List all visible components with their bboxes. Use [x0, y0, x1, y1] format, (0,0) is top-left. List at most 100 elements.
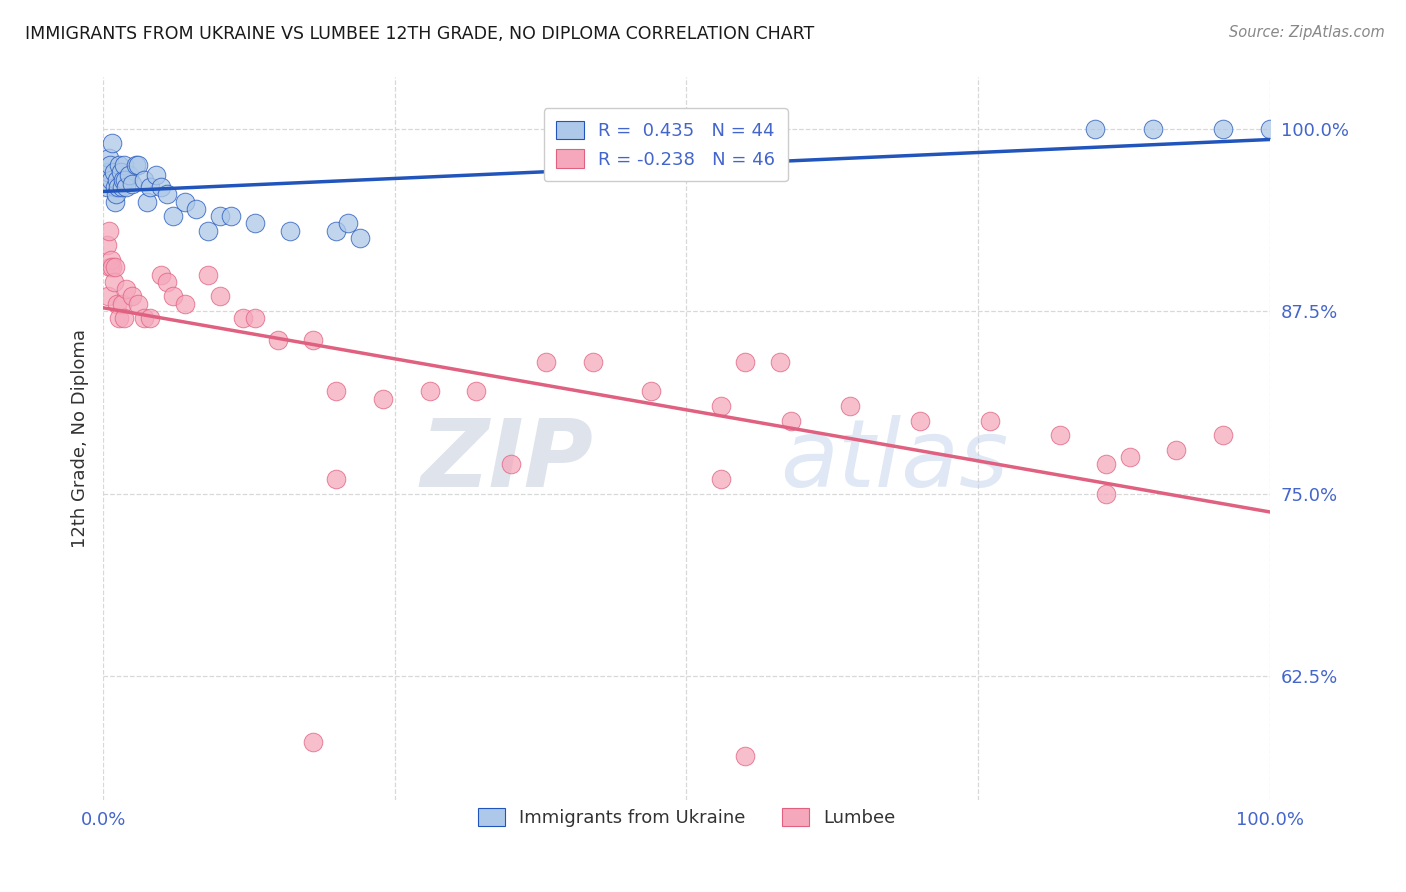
Point: [501, 458, 523, 472]
Point: [145, 168, 167, 182]
Point: [349, 231, 371, 245]
Point: [197, 268, 219, 282]
Point: [100, 172, 122, 186]
Point: [156, 187, 179, 202]
Point: [150, 180, 173, 194]
Legend: Immigrants from Ukraine, Lumbee: Immigrants from Ukraine, Lumbee: [470, 801, 903, 835]
Point: [302, 333, 325, 347]
Point: [769, 355, 792, 369]
Point: [302, 735, 325, 749]
Point: [112, 311, 135, 326]
Point: [104, 180, 127, 194]
Point: [101, 260, 124, 275]
Point: [97, 224, 120, 238]
Point: [221, 209, 243, 223]
Point: [111, 172, 134, 186]
Point: [132, 311, 155, 326]
Point: [105, 172, 128, 186]
Point: [114, 172, 136, 186]
Point: [127, 158, 149, 172]
Point: [780, 413, 803, 427]
Point: [908, 413, 931, 427]
Point: [162, 209, 184, 223]
Point: [325, 384, 347, 399]
Point: [838, 399, 860, 413]
Point: [118, 168, 141, 182]
Point: [125, 158, 148, 172]
Point: [108, 311, 131, 326]
Point: [173, 297, 195, 311]
Point: [121, 177, 143, 191]
Point: [371, 392, 394, 406]
Point: [100, 252, 122, 267]
Point: [108, 158, 131, 172]
Point: [710, 472, 733, 486]
Point: [640, 384, 662, 399]
Point: [325, 472, 347, 486]
Point: [208, 289, 231, 303]
Point: [1118, 450, 1140, 464]
Point: [1084, 121, 1107, 136]
Point: [101, 136, 124, 150]
Point: [132, 172, 155, 186]
Point: [103, 165, 125, 179]
Point: [337, 217, 360, 231]
Point: [96, 180, 118, 194]
Point: [1095, 458, 1118, 472]
Point: [115, 282, 138, 296]
Text: Source: ZipAtlas.com: Source: ZipAtlas.com: [1229, 25, 1385, 40]
Point: [582, 355, 605, 369]
Point: [107, 180, 129, 194]
Point: [243, 217, 266, 231]
Point: [121, 289, 143, 303]
Text: IMMIGRANTS FROM UKRAINE VS LUMBEE 12TH GRADE, NO DIPLOMA CORRELATION CHART: IMMIGRANTS FROM UKRAINE VS LUMBEE 12TH G…: [25, 25, 814, 43]
Point: [110, 165, 132, 179]
Text: atlas: atlas: [780, 415, 1008, 506]
Point: [1212, 428, 1234, 442]
Point: [1258, 121, 1281, 136]
Point: [104, 260, 127, 275]
Point: [156, 275, 179, 289]
Point: [734, 355, 756, 369]
Point: [1142, 121, 1164, 136]
Point: [105, 297, 128, 311]
Point: [1166, 442, 1188, 457]
Point: [98, 260, 121, 275]
Point: [267, 333, 290, 347]
Point: [150, 268, 173, 282]
Point: [710, 399, 733, 413]
Point: [1212, 121, 1234, 136]
Text: ZIP: ZIP: [420, 415, 593, 507]
Point: [139, 180, 162, 194]
Y-axis label: 12th Grade, No Diploma: 12th Grade, No Diploma: [72, 329, 89, 549]
Point: [112, 158, 135, 172]
Point: [536, 355, 558, 369]
Point: [979, 413, 1001, 427]
Point: [96, 238, 118, 252]
Point: [1049, 428, 1071, 442]
Point: [136, 194, 159, 209]
Point: [734, 749, 756, 764]
Point: [173, 194, 195, 209]
Point: [186, 202, 208, 216]
Point: [115, 180, 138, 194]
Point: [419, 384, 441, 399]
Point: [139, 311, 162, 326]
Point: [98, 158, 121, 172]
Point: [111, 180, 134, 194]
Point: [232, 311, 254, 326]
Point: [278, 224, 301, 238]
Point: [104, 194, 127, 209]
Point: [208, 209, 231, 223]
Point: [1095, 486, 1118, 500]
Point: [103, 275, 125, 289]
Point: [127, 297, 149, 311]
Point: [111, 297, 134, 311]
Point: [465, 384, 488, 399]
Point: [325, 224, 347, 238]
Point: [104, 187, 127, 202]
Point: [243, 311, 266, 326]
Point: [97, 165, 120, 179]
Point: [197, 224, 219, 238]
Point: [162, 289, 184, 303]
